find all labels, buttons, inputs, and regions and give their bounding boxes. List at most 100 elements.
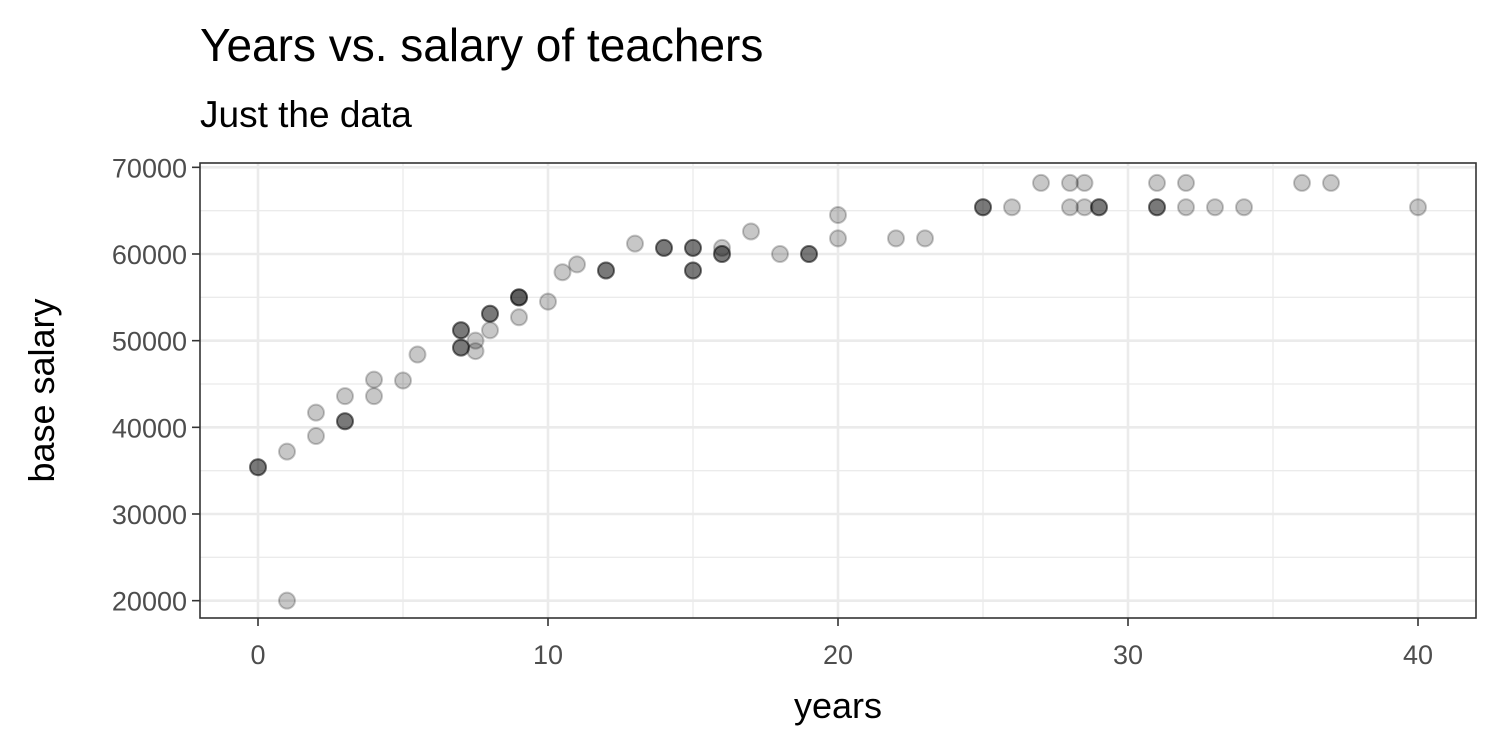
data-point (307, 427, 325, 445)
data-point (829, 206, 847, 224)
data-point (597, 261, 615, 280)
data-point (481, 304, 499, 323)
data-point (713, 245, 731, 263)
data-point (336, 412, 354, 431)
data-point (336, 412, 354, 431)
data-point (1177, 198, 1195, 217)
data-point (829, 229, 847, 248)
x-tick-label: 40 (1403, 640, 1433, 670)
data-point (307, 403, 325, 422)
data-point (626, 234, 644, 253)
data-point (1090, 198, 1108, 217)
data-point (597, 261, 615, 280)
data-point (713, 245, 731, 263)
data-point (800, 245, 818, 263)
data-point (510, 288, 528, 307)
y-tick-label: 50000 (112, 327, 187, 357)
data-point (684, 238, 702, 257)
data-point (974, 198, 992, 217)
y-axis-title: base salary (21, 298, 62, 482)
data-points (249, 173, 1427, 610)
data-point (466, 331, 485, 350)
data-point (452, 338, 470, 357)
data-point (249, 458, 267, 477)
data-point (510, 308, 528, 327)
y-tick-label: 40000 (112, 413, 187, 443)
data-point (510, 288, 528, 307)
y-tick-label: 30000 (112, 500, 187, 530)
data-point (1090, 198, 1108, 217)
x-tick-label: 20 (823, 640, 853, 670)
data-point (553, 263, 572, 282)
data-point (1293, 173, 1311, 192)
data-point (1075, 173, 1094, 192)
x-axis-ticks: 0 10 20 30 40 (250, 618, 1433, 670)
y-tick-label: 60000 (112, 240, 187, 270)
data-point (1409, 198, 1427, 217)
data-point (1075, 198, 1094, 217)
data-point (466, 342, 485, 361)
x-tick-label: 30 (1113, 640, 1143, 670)
data-point (452, 321, 470, 340)
data-point (742, 222, 760, 241)
data-point (452, 338, 470, 357)
data-point (655, 238, 673, 257)
data-point (597, 261, 615, 280)
data-point (974, 198, 992, 217)
data-point (1322, 173, 1340, 192)
data-point (800, 245, 818, 263)
data-point (684, 261, 702, 280)
chart-title: Years vs. salary of teachers (200, 19, 764, 71)
data-point (481, 304, 499, 323)
data-point (510, 288, 528, 307)
data-point (800, 245, 818, 263)
data-point (278, 591, 296, 610)
major-gridlines (200, 163, 1476, 618)
data-point (394, 371, 412, 390)
chart-subtitle: Just the data (200, 94, 412, 135)
data-point (1148, 198, 1166, 217)
data-point (713, 238, 731, 257)
data-point (1177, 173, 1195, 192)
data-point (1061, 173, 1079, 192)
data-point (713, 245, 731, 263)
data-point (336, 412, 354, 431)
data-point (887, 229, 905, 248)
data-point (278, 442, 296, 461)
data-point (1061, 198, 1079, 217)
x-tick-label: 0 (250, 640, 265, 670)
data-point (365, 387, 383, 406)
data-point (249, 458, 267, 477)
data-point (249, 458, 267, 477)
data-point (481, 304, 499, 323)
y-tick-label: 20000 (112, 587, 187, 617)
data-point (1148, 198, 1166, 217)
data-point (916, 229, 934, 248)
data-point (684, 238, 702, 257)
data-point (1206, 198, 1224, 217)
data-point (452, 321, 470, 340)
data-point (1090, 198, 1108, 217)
data-point (452, 321, 470, 340)
data-point (655, 238, 673, 257)
data-point (1148, 198, 1166, 217)
data-point (684, 238, 702, 257)
data-point (408, 345, 427, 364)
data-point (1032, 173, 1050, 192)
data-point (510, 288, 528, 307)
data-point (452, 338, 470, 357)
data-point (1235, 198, 1253, 217)
data-point (1148, 173, 1166, 192)
data-point (365, 370, 383, 389)
data-point (655, 238, 673, 257)
y-axis-ticks: 20000 30000 40000 50000 60000 70000 (112, 153, 200, 617)
data-point (539, 292, 557, 311)
data-point (336, 387, 354, 406)
data-point (684, 261, 702, 280)
data-point (1003, 198, 1021, 217)
y-tick-label: 70000 (112, 153, 187, 183)
data-point (974, 198, 992, 217)
x-tick-label: 10 (533, 640, 563, 670)
data-point (568, 255, 586, 274)
